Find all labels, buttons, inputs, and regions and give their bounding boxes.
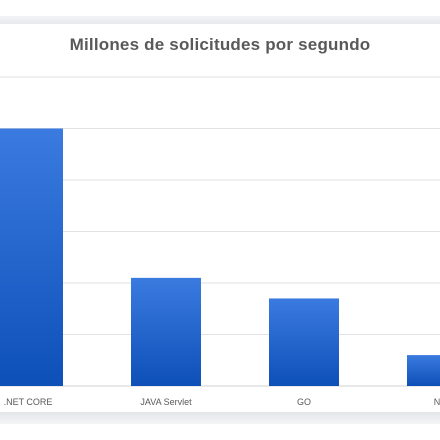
x-tick-label: Nod [434,397,440,407]
gridlines [0,76,440,387]
top-border [0,16,440,24]
x-tick-label: .NET CORE [4,397,53,407]
chart-title: Millones de solicitudes por segundo [69,35,371,54]
bottom-border [0,412,440,424]
bars [0,128,440,386]
bar-1 [131,277,201,386]
x-tick-label: JAVA Servlet [140,397,192,407]
bar-0 [0,128,63,386]
bar-3 [407,355,440,386]
x-tick-label: GO [297,397,311,407]
bar-2 [269,298,339,386]
x-axis-labels: .NET CORE JAVA Servlet GO Nod [4,397,440,407]
